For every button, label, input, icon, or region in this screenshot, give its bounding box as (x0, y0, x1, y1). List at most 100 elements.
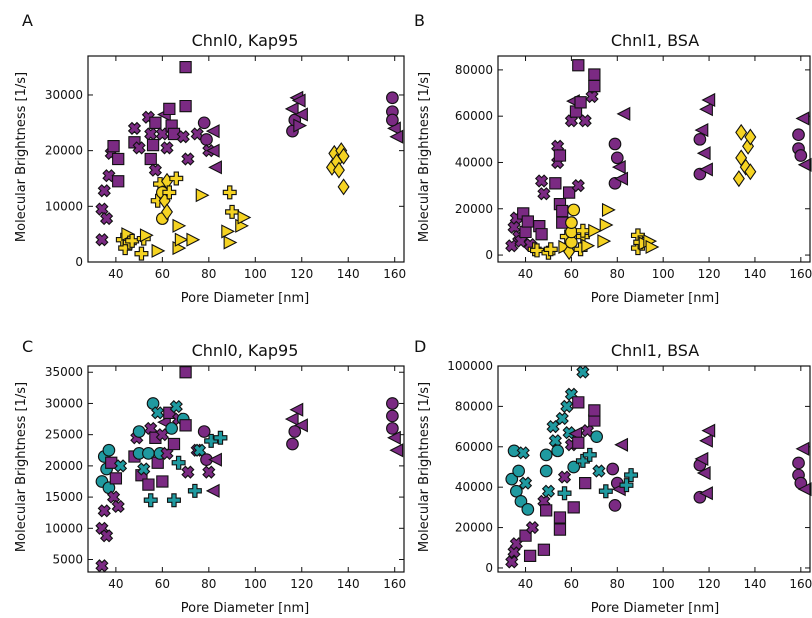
panel-d-point-x (560, 399, 574, 413)
panel-d-point-circle (567, 460, 581, 474)
panel-d-ticks: 40 60 80 100 120 140 160 0 20000 40000 60000 80000 1… (447, 359, 812, 591)
panel-c-point-plus (213, 430, 228, 445)
panel-b-point-square (549, 177, 562, 190)
panel-c-point-square (167, 437, 181, 451)
panel-b-point-circle (792, 128, 805, 142)
panel-b-title: Chnl1, BSA (611, 31, 699, 50)
panel-d-point-circle (505, 472, 519, 486)
panel-a-point-x (97, 184, 111, 198)
panel-b-point-diamond (732, 170, 745, 188)
panel-c-points (95, 366, 404, 573)
panel-b-point-x (534, 174, 549, 188)
panel-a-point-square (144, 152, 157, 166)
panel-b-point-left-triangle (699, 162, 713, 177)
panel-b-point-left-triangle (795, 111, 810, 126)
panel-d-xtick-label: 100 (652, 577, 675, 591)
panel-b-point-square (574, 96, 587, 109)
panel-d-point-left-triangle (614, 437, 629, 452)
panel-d-xtick-label: 120 (698, 577, 721, 591)
panel-a-point-x (99, 211, 114, 226)
panel-a-point-plus (222, 185, 237, 200)
panel-d-point-x (580, 424, 595, 438)
panel-c: C Chnl0, Kap95 Pore Diameter [nm] Molecu… (14, 337, 406, 616)
panel-b-point-plus (575, 223, 590, 238)
panel-a-point-right-triangle (223, 235, 238, 250)
panel-a-point-left-triangle (205, 124, 220, 139)
panel-a-ticks: 40 60 80 100 120 140 160 0 10000 20000 30000 (45, 56, 406, 281)
panel-b-point-left-triangle (699, 102, 713, 117)
panel-b-xtick-label: 100 (652, 267, 675, 281)
panel-letter-c: C (22, 337, 33, 356)
panel-b-xtick-label: 60 (564, 267, 579, 281)
panel-c-point-x (155, 428, 169, 442)
panel-d-xtick-label: 140 (743, 577, 766, 591)
panel-b-point-x (505, 239, 519, 253)
panel-d-point-x (509, 537, 523, 551)
panel-d-points (505, 365, 812, 569)
panel-c-point-circle (165, 422, 178, 435)
panel-a-point-right-triangle (293, 118, 308, 133)
panel-a-point-left-triangle (284, 101, 299, 116)
panel-b-ytick-label: 60000 (455, 109, 493, 123)
panel-c-ytick-label: 10000 (45, 521, 83, 535)
panel-c-point-circle (288, 425, 302, 438)
panel-a-xtick-label: 140 (337, 267, 360, 281)
panel-b-point-x (585, 89, 599, 104)
panel-d-point-plus (619, 478, 634, 493)
panel-b-point-plus (543, 242, 558, 257)
panel-d-point-plus (575, 453, 590, 468)
panel-letter-a: A (22, 11, 33, 30)
panel-c-point-x (202, 465, 216, 479)
panel-d-ytick-label: 80000 (455, 399, 493, 413)
panel-b-point-square (562, 186, 576, 199)
panel-a-point-diamond (337, 147, 350, 165)
panel-b-plot-frame (497, 55, 811, 263)
panel-b-point-circle (610, 151, 624, 165)
panel-a-point-right-triangle (151, 243, 166, 258)
panel-d-ytick-label: 100000 (447, 359, 493, 373)
panel-a-point-right-triangle (186, 232, 201, 247)
panel-b-point-x (537, 187, 551, 201)
panel-a-point-right-triangle (221, 224, 236, 239)
panel-a-point-square (107, 140, 120, 153)
panel-c-xtick-label: 80 (201, 577, 216, 591)
panel-b-point-x (514, 234, 528, 248)
panel-d-point-square (553, 511, 567, 524)
panel-c-point-plus (171, 455, 186, 470)
panel-a-point-x (176, 130, 190, 144)
panel-a-point-x (127, 121, 142, 135)
panel-b-ytick-label: 40000 (455, 155, 493, 169)
panel-c-point-x (99, 529, 114, 543)
panel-b-xlabel: Pore Diameter [nm] (591, 291, 719, 306)
panel-d-xtick-label: 160 (789, 577, 812, 591)
panel-b-point-circle (567, 203, 581, 217)
panel-a-point-square (179, 99, 192, 113)
panel-b-point-left-triangle (696, 146, 711, 161)
panel-d-point-square (572, 436, 585, 449)
panel-b-point-right-triangle (581, 238, 596, 253)
panel-d-point-left-triangle (699, 433, 713, 448)
panel-d-point-plus (624, 468, 639, 483)
panel-c-ytick-label: 15000 (45, 490, 83, 504)
panel-d-point-circle (606, 462, 620, 476)
panel-b-points (505, 59, 812, 261)
panel-a-point-x (132, 141, 146, 155)
panel-a-point-plus (169, 171, 184, 186)
panel-a-xtick-label: 60 (155, 267, 170, 281)
panel-c-point-x (106, 490, 121, 504)
panel-b-point-circle (565, 235, 578, 249)
panel-b-point-diamond (744, 163, 757, 181)
panel-a-ytick-label: 10000 (45, 199, 83, 213)
panel-b-point-right-triangle (601, 202, 616, 217)
panel-a-point-right-triangle (172, 218, 187, 233)
panel-a: A Chnl0, Kap95 Pore Diameter [nm] Molecu… (14, 11, 406, 306)
panel-a-point-square (149, 116, 162, 129)
panel-c-point-circle (146, 397, 160, 410)
panel-c-point-x (181, 465, 195, 479)
panel-c-point-x (169, 399, 183, 414)
panel-d-title: Chnl1, BSA (611, 341, 699, 360)
panel-c-point-square (179, 419, 192, 432)
panel-c-point-circle (386, 409, 399, 423)
panel-b-ytick-label: 80000 (455, 63, 493, 77)
